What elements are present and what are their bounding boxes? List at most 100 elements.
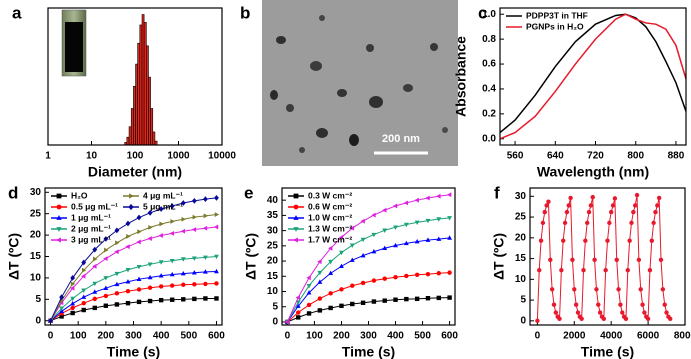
legend-label: H₂O bbox=[71, 190, 88, 200]
y-tick-label: 10 bbox=[267, 286, 279, 297]
legend-label: 5 μg mL⁻¹ bbox=[143, 201, 183, 211]
data-point bbox=[588, 203, 594, 208]
data-point bbox=[214, 296, 219, 301]
data-point bbox=[114, 302, 120, 307]
data-point bbox=[603, 268, 608, 273]
data-point bbox=[393, 297, 398, 302]
data-point bbox=[114, 291, 120, 296]
data-point bbox=[627, 238, 632, 243]
y-tick-label: 25 bbox=[30, 208, 42, 219]
data-point bbox=[202, 269, 208, 274]
data-point bbox=[350, 283, 355, 288]
x-tick-label: 100 bbox=[306, 331, 323, 342]
data-point bbox=[581, 268, 586, 273]
data-point bbox=[371, 212, 376, 218]
data-point bbox=[147, 274, 153, 280]
legend-marker bbox=[56, 227, 62, 232]
data-point bbox=[284, 319, 290, 325]
data-point bbox=[651, 220, 656, 226]
x-axis-title: Diameter (nm) bbox=[88, 164, 182, 180]
y-tick-label: 0 bbox=[520, 315, 526, 326]
plot-area bbox=[499, 13, 687, 140]
data-point bbox=[557, 316, 562, 321]
data-point bbox=[339, 263, 344, 269]
y-axis-title: ΔT (ºC) bbox=[491, 233, 507, 280]
plot-area bbox=[124, 14, 158, 146]
data-point bbox=[103, 303, 109, 308]
data-point bbox=[371, 248, 377, 254]
y-tick-label: 20 bbox=[30, 230, 42, 241]
series-line bbox=[536, 194, 671, 321]
data-point bbox=[202, 255, 208, 260]
legend-marker bbox=[129, 193, 134, 199]
data-point bbox=[546, 199, 551, 204]
data-point bbox=[181, 216, 186, 222]
data-point bbox=[180, 200, 186, 206]
data-point bbox=[103, 293, 109, 299]
data-point bbox=[662, 302, 667, 307]
data-point bbox=[632, 203, 638, 208]
data-point bbox=[103, 276, 109, 281]
y-tick-label: 35 bbox=[267, 210, 279, 221]
legend-marker bbox=[293, 204, 299, 210]
data-point bbox=[137, 229, 142, 235]
plot-area bbox=[284, 192, 453, 325]
data-point bbox=[425, 237, 431, 242]
data-point bbox=[180, 270, 186, 276]
data-point bbox=[656, 195, 662, 201]
data-point bbox=[590, 194, 595, 200]
y-tick-label: 30 bbox=[267, 225, 279, 236]
series-line bbox=[50, 270, 217, 322]
x-tick-label: 200 bbox=[98, 331, 115, 342]
x-axis-title: Time (s) bbox=[107, 344, 160, 359]
x-axis-title: Wavelength (nm) bbox=[537, 164, 649, 180]
data-point bbox=[425, 271, 431, 277]
legend-marker bbox=[293, 215, 299, 220]
panel-label: a bbox=[12, 3, 22, 22]
data-point bbox=[147, 262, 153, 267]
data-point bbox=[328, 245, 333, 251]
data-point bbox=[607, 220, 612, 226]
scale-bar-label: 200 nm bbox=[382, 133, 420, 145]
axes-frame bbox=[281, 187, 456, 326]
x-tick-label: 4000 bbox=[600, 331, 623, 342]
data-point bbox=[170, 297, 175, 302]
data-point bbox=[436, 193, 441, 199]
data-point bbox=[349, 225, 355, 231]
data-point bbox=[306, 311, 312, 316]
data-point bbox=[638, 287, 643, 292]
x-tick-label: 600 bbox=[208, 331, 225, 342]
y-tick-label: 10 bbox=[515, 274, 527, 285]
x-tick-label: 10 bbox=[86, 151, 98, 162]
data-point bbox=[537, 268, 542, 273]
data-point bbox=[125, 279, 131, 284]
y-tick-label: 20 bbox=[515, 232, 527, 243]
data-point bbox=[202, 196, 208, 202]
data-point bbox=[70, 310, 75, 316]
y-tick-label: 15 bbox=[30, 251, 42, 262]
series-line bbox=[50, 214, 217, 321]
x-tick-label: 1000 bbox=[167, 151, 190, 162]
y-tick-label: 25 bbox=[267, 240, 279, 251]
data-point bbox=[601, 316, 607, 321]
data-point bbox=[115, 240, 120, 246]
data-point bbox=[328, 259, 334, 265]
data-point bbox=[70, 300, 76, 306]
data-point bbox=[158, 260, 164, 265]
series-line bbox=[286, 194, 450, 323]
data-point bbox=[203, 281, 208, 287]
data-point bbox=[403, 200, 409, 206]
data-point bbox=[436, 236, 442, 241]
data-point bbox=[608, 209, 614, 215]
data-point bbox=[70, 305, 75, 311]
legend-label: 3 μg mL⁻¹ bbox=[71, 234, 111, 244]
data-point bbox=[382, 207, 387, 213]
data-point bbox=[147, 285, 153, 290]
data-point bbox=[148, 224, 153, 230]
histogram-bar bbox=[150, 108, 154, 146]
legend-marker bbox=[56, 193, 62, 199]
data-point bbox=[360, 252, 366, 258]
data-point bbox=[634, 192, 640, 198]
data-point bbox=[664, 310, 669, 315]
